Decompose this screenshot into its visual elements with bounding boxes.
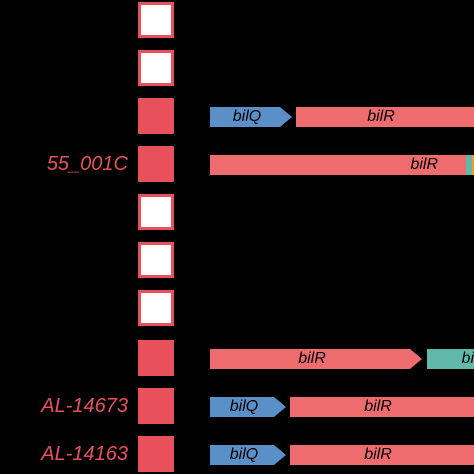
strain-name: 55_001C: [46, 153, 128, 175]
strain-row: AL-14163 bilQ bilR: [0, 436, 474, 472]
presence-box-absent: [138, 290, 174, 326]
presence-box-absent: [138, 194, 174, 230]
presence-box-present: [138, 146, 174, 182]
strain-row: [0, 290, 474, 326]
strain-row: [0, 50, 474, 86]
strain-row: [0, 2, 474, 38]
gene-bilQ: bilQ: [210, 397, 286, 417]
presence-box-present: [138, 98, 174, 134]
gene-label: bilR: [410, 156, 438, 173]
strain-row: bilQ bilR: [0, 98, 474, 134]
gene-bilR: bilR: [290, 445, 474, 465]
strain-row: AL-14673 bilQ bilR: [0, 388, 474, 424]
gene-bilR: bilR: [210, 349, 422, 369]
gene-label: bilR: [364, 446, 392, 463]
gene-label: bilR: [364, 398, 392, 415]
gene-segment-orange: [472, 155, 474, 175]
gene-bilR: bilR: [210, 155, 466, 175]
gene-teal: bi: [427, 349, 474, 369]
gene-bilQ: bilQ: [210, 107, 292, 127]
gene-bilQ: bilQ: [210, 445, 286, 465]
strain-row: 55_001C bilR: [0, 146, 474, 182]
gene-label: bilQ: [232, 108, 262, 125]
presence-box-present: [138, 388, 174, 424]
gene-label: bi: [461, 350, 474, 367]
gene-segment-teal: [466, 155, 472, 175]
strain-name: AL-14163: [41, 443, 128, 465]
gene-label: bilR: [298, 350, 326, 367]
gene-bilR: bilR: [296, 107, 474, 127]
strain-name: AL-14673: [41, 395, 128, 417]
presence-box-present: [138, 436, 174, 472]
gene-bilR: bilR: [290, 397, 474, 417]
gene-label: bilQ: [229, 446, 259, 463]
presence-box-present: [138, 340, 174, 376]
gene-label: bilQ: [229, 398, 259, 415]
strain-row: bilR bi: [0, 340, 474, 376]
strain-row: [0, 194, 474, 230]
presence-box-absent: [138, 50, 174, 86]
presence-box-absent: [138, 2, 174, 38]
gene-label: bilR: [367, 108, 395, 125]
strain-row: [0, 242, 474, 278]
presence-box-absent: [138, 242, 174, 278]
